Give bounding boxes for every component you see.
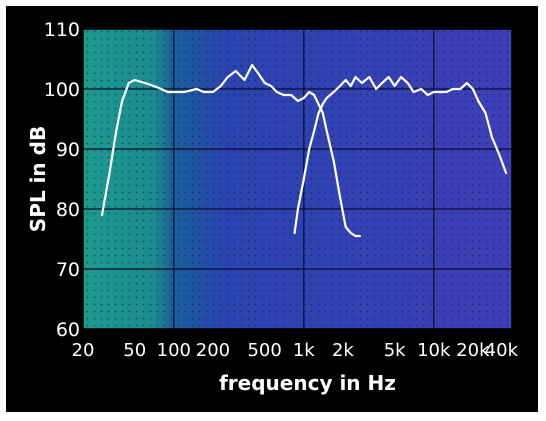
x-tick-20k: 20k: [456, 340, 490, 361]
x-tick-500: 500: [247, 340, 281, 361]
x-tick-100: 100: [157, 340, 191, 361]
y-tick-100: 100: [44, 79, 80, 101]
x-tick-40k: 40k: [485, 340, 519, 361]
x-tick-5k: 5k: [384, 340, 406, 361]
x-tick-10k: 10k: [417, 340, 451, 361]
y-tick-60: 60: [56, 319, 80, 341]
y-tick-70: 70: [56, 259, 80, 281]
y-tick-labels: 60 70 80 90 100 110: [44, 19, 80, 341]
series-line-2: [293, 75, 508, 235]
y-tick-80: 80: [56, 199, 80, 221]
series-line-1: [100, 63, 361, 238]
x-tick-1k: 1k: [293, 340, 315, 361]
series-layer: [100, 63, 508, 238]
y-axis-label: SPL in dB: [26, 126, 50, 232]
x-tick-200: 200: [196, 340, 230, 361]
x-tick-2k: 2k: [332, 340, 354, 361]
plot-dot-texture: [83, 29, 512, 329]
y-tick-90: 90: [56, 139, 80, 161]
plot-border: [82, 28, 513, 330]
x-tick-20: 20: [72, 340, 95, 361]
x-tick-50: 50: [123, 340, 146, 361]
y-tick-110: 110: [44, 19, 80, 41]
x-axis-label: frequency in Hz: [219, 371, 396, 395]
